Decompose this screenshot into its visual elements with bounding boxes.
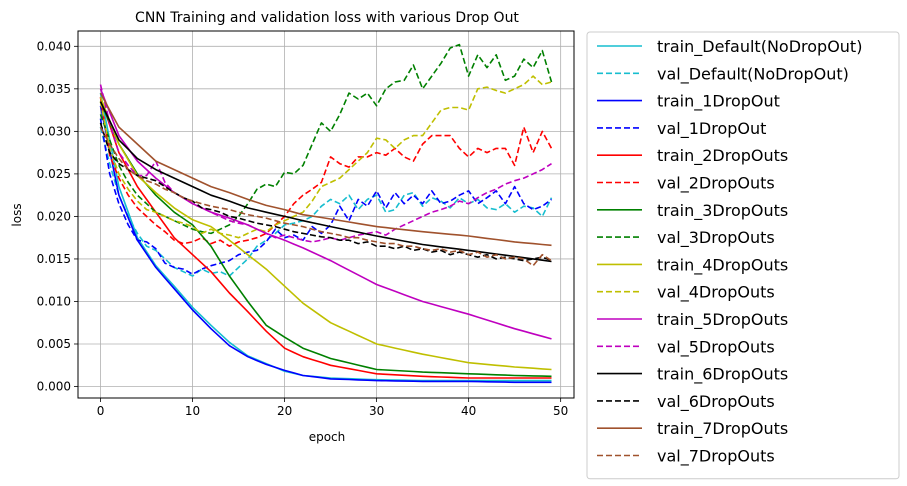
- axis-ticks: 0 10 20 30 40 50 0.000 0.005 0.010 0.015 0.020 0.02…: [37, 39, 569, 418]
- legend-label: val_5DropOuts: [657, 337, 775, 357]
- y-tick-label: 0.020: [37, 209, 71, 223]
- series-line-val-2dropouts: [99, 97, 553, 247]
- legend-label: train_Default(NoDropOut): [657, 37, 862, 57]
- series-line-val-4dropouts: [99, 75, 552, 239]
- x-tick-label: 40: [461, 404, 476, 418]
- x-tick-label: 0: [97, 404, 105, 418]
- y-tick-label: 0.040: [37, 39, 71, 53]
- series-line-train-6dropouts: [99, 101, 552, 263]
- legend-label: val_Default(NoDropOut): [657, 64, 849, 84]
- x-axis-label: epoch: [309, 430, 346, 444]
- legend-label: train_6DropOuts: [657, 365, 788, 385]
- series-line-train-7dropouts: [99, 92, 552, 247]
- legend-label: train_1DropOut: [657, 92, 780, 112]
- series-line-train-1dropout: [99, 105, 552, 384]
- legend: train_Default(NoDropOut) val_Default(NoDr…: [586, 31, 900, 480]
- y-tick-label: 0.005: [37, 337, 71, 351]
- legend-label: val_4DropOuts: [657, 283, 775, 303]
- series-line-train-4dropouts: [99, 97, 552, 371]
- legend-label: train_5DropOuts: [657, 310, 788, 330]
- y-tick-label: 0.015: [37, 252, 71, 266]
- grid-lines: [78, 31, 574, 398]
- series-line-val-6dropouts: [99, 122, 552, 262]
- y-tick-label: 0.030: [37, 124, 71, 138]
- y-tick-label: 0.025: [37, 167, 71, 181]
- legend-label: val_7DropOuts: [657, 447, 775, 467]
- legend-label: train_3DropOuts: [657, 201, 788, 221]
- series-line-val-7dropouts: [99, 126, 552, 267]
- series-line-val-default-nodropout-: [99, 126, 553, 277]
- legend-label: val_3DropOuts: [657, 228, 775, 248]
- legend-label: train_4DropOuts: [657, 255, 788, 275]
- x-tick-label: 30: [369, 404, 384, 418]
- y-tick-label: 0.000: [37, 380, 71, 394]
- legend-box: [586, 31, 900, 480]
- legend-label: val_1DropOut: [657, 119, 766, 139]
- series-line-val-3dropouts: [99, 43, 553, 235]
- series-line-val-1dropout: [99, 118, 552, 276]
- series-line-train-3dropouts: [99, 101, 552, 378]
- series-line-train-default-nodropout-: [99, 92, 552, 382]
- legend-label: train_7DropOuts: [657, 419, 788, 439]
- legend-label: val_6DropOuts: [657, 392, 775, 412]
- plot-frame: [77, 30, 575, 399]
- y-tick-label: 0.010: [37, 294, 71, 308]
- y-tick-label: 0.035: [37, 82, 71, 96]
- x-tick-label: 50: [553, 404, 568, 418]
- x-tick-label: 10: [185, 404, 200, 418]
- legend-label: train_2DropOuts: [657, 146, 788, 166]
- series-lines: [99, 43, 553, 384]
- x-tick-label: 20: [277, 404, 292, 418]
- legend-label: val_2DropOuts: [657, 174, 775, 194]
- y-axis-label: loss: [10, 203, 24, 226]
- series-line-train-2dropouts: [99, 97, 552, 379]
- chart-title: CNN Training and validation loss with va…: [135, 10, 519, 26]
